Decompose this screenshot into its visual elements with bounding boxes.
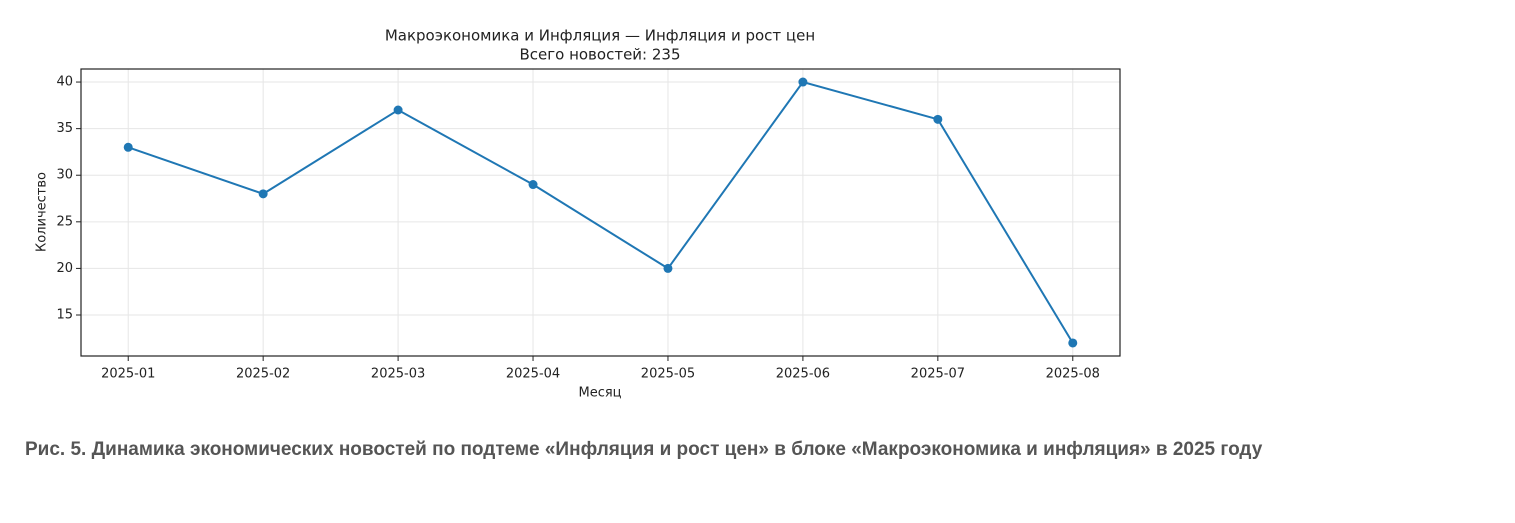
x-tick-label: 2025-01	[101, 367, 155, 382]
data-point	[123, 142, 133, 152]
y-tick-label: 20	[56, 261, 73, 276]
data-point	[393, 105, 403, 115]
y-tick-label: 35	[56, 121, 73, 136]
figure-caption: Рис. 5. Динамика экономических новостей …	[25, 439, 1263, 460]
y-axis-label: Количество	[35, 172, 50, 252]
chart-title: Макроэкономика и Инфляция — Инфляция и р…	[385, 27, 815, 45]
x-tick-label: 2025-02	[236, 367, 290, 382]
y-tick-label: 30	[56, 168, 73, 183]
data-point	[1068, 338, 1078, 348]
chart-subtitle: Всего новостей: 235	[519, 46, 680, 64]
data-point	[933, 114, 943, 124]
x-tick-label: 2025-07	[911, 367, 965, 382]
x-tick-label: 2025-03	[371, 367, 425, 382]
data-point	[663, 263, 673, 273]
plot-frame	[80, 68, 1121, 357]
x-tick-label: 2025-06	[776, 367, 830, 382]
data-point	[258, 189, 268, 199]
x-tick-label: 2025-08	[1046, 367, 1100, 382]
data-point	[798, 77, 808, 87]
x-axis-label: Месяц	[578, 386, 621, 401]
chart: Макроэкономика и Инфляция — Инфляция и р…	[35, 27, 1121, 401]
x-tick-label: 2025-04	[506, 367, 560, 382]
y-tick-label: 15	[56, 308, 73, 323]
y-tick-label: 25	[56, 214, 73, 229]
data-point	[528, 180, 538, 190]
x-tick-label: 2025-05	[641, 367, 695, 382]
y-tick-label: 40	[56, 75, 73, 90]
data-line	[127, 80, 1074, 344]
